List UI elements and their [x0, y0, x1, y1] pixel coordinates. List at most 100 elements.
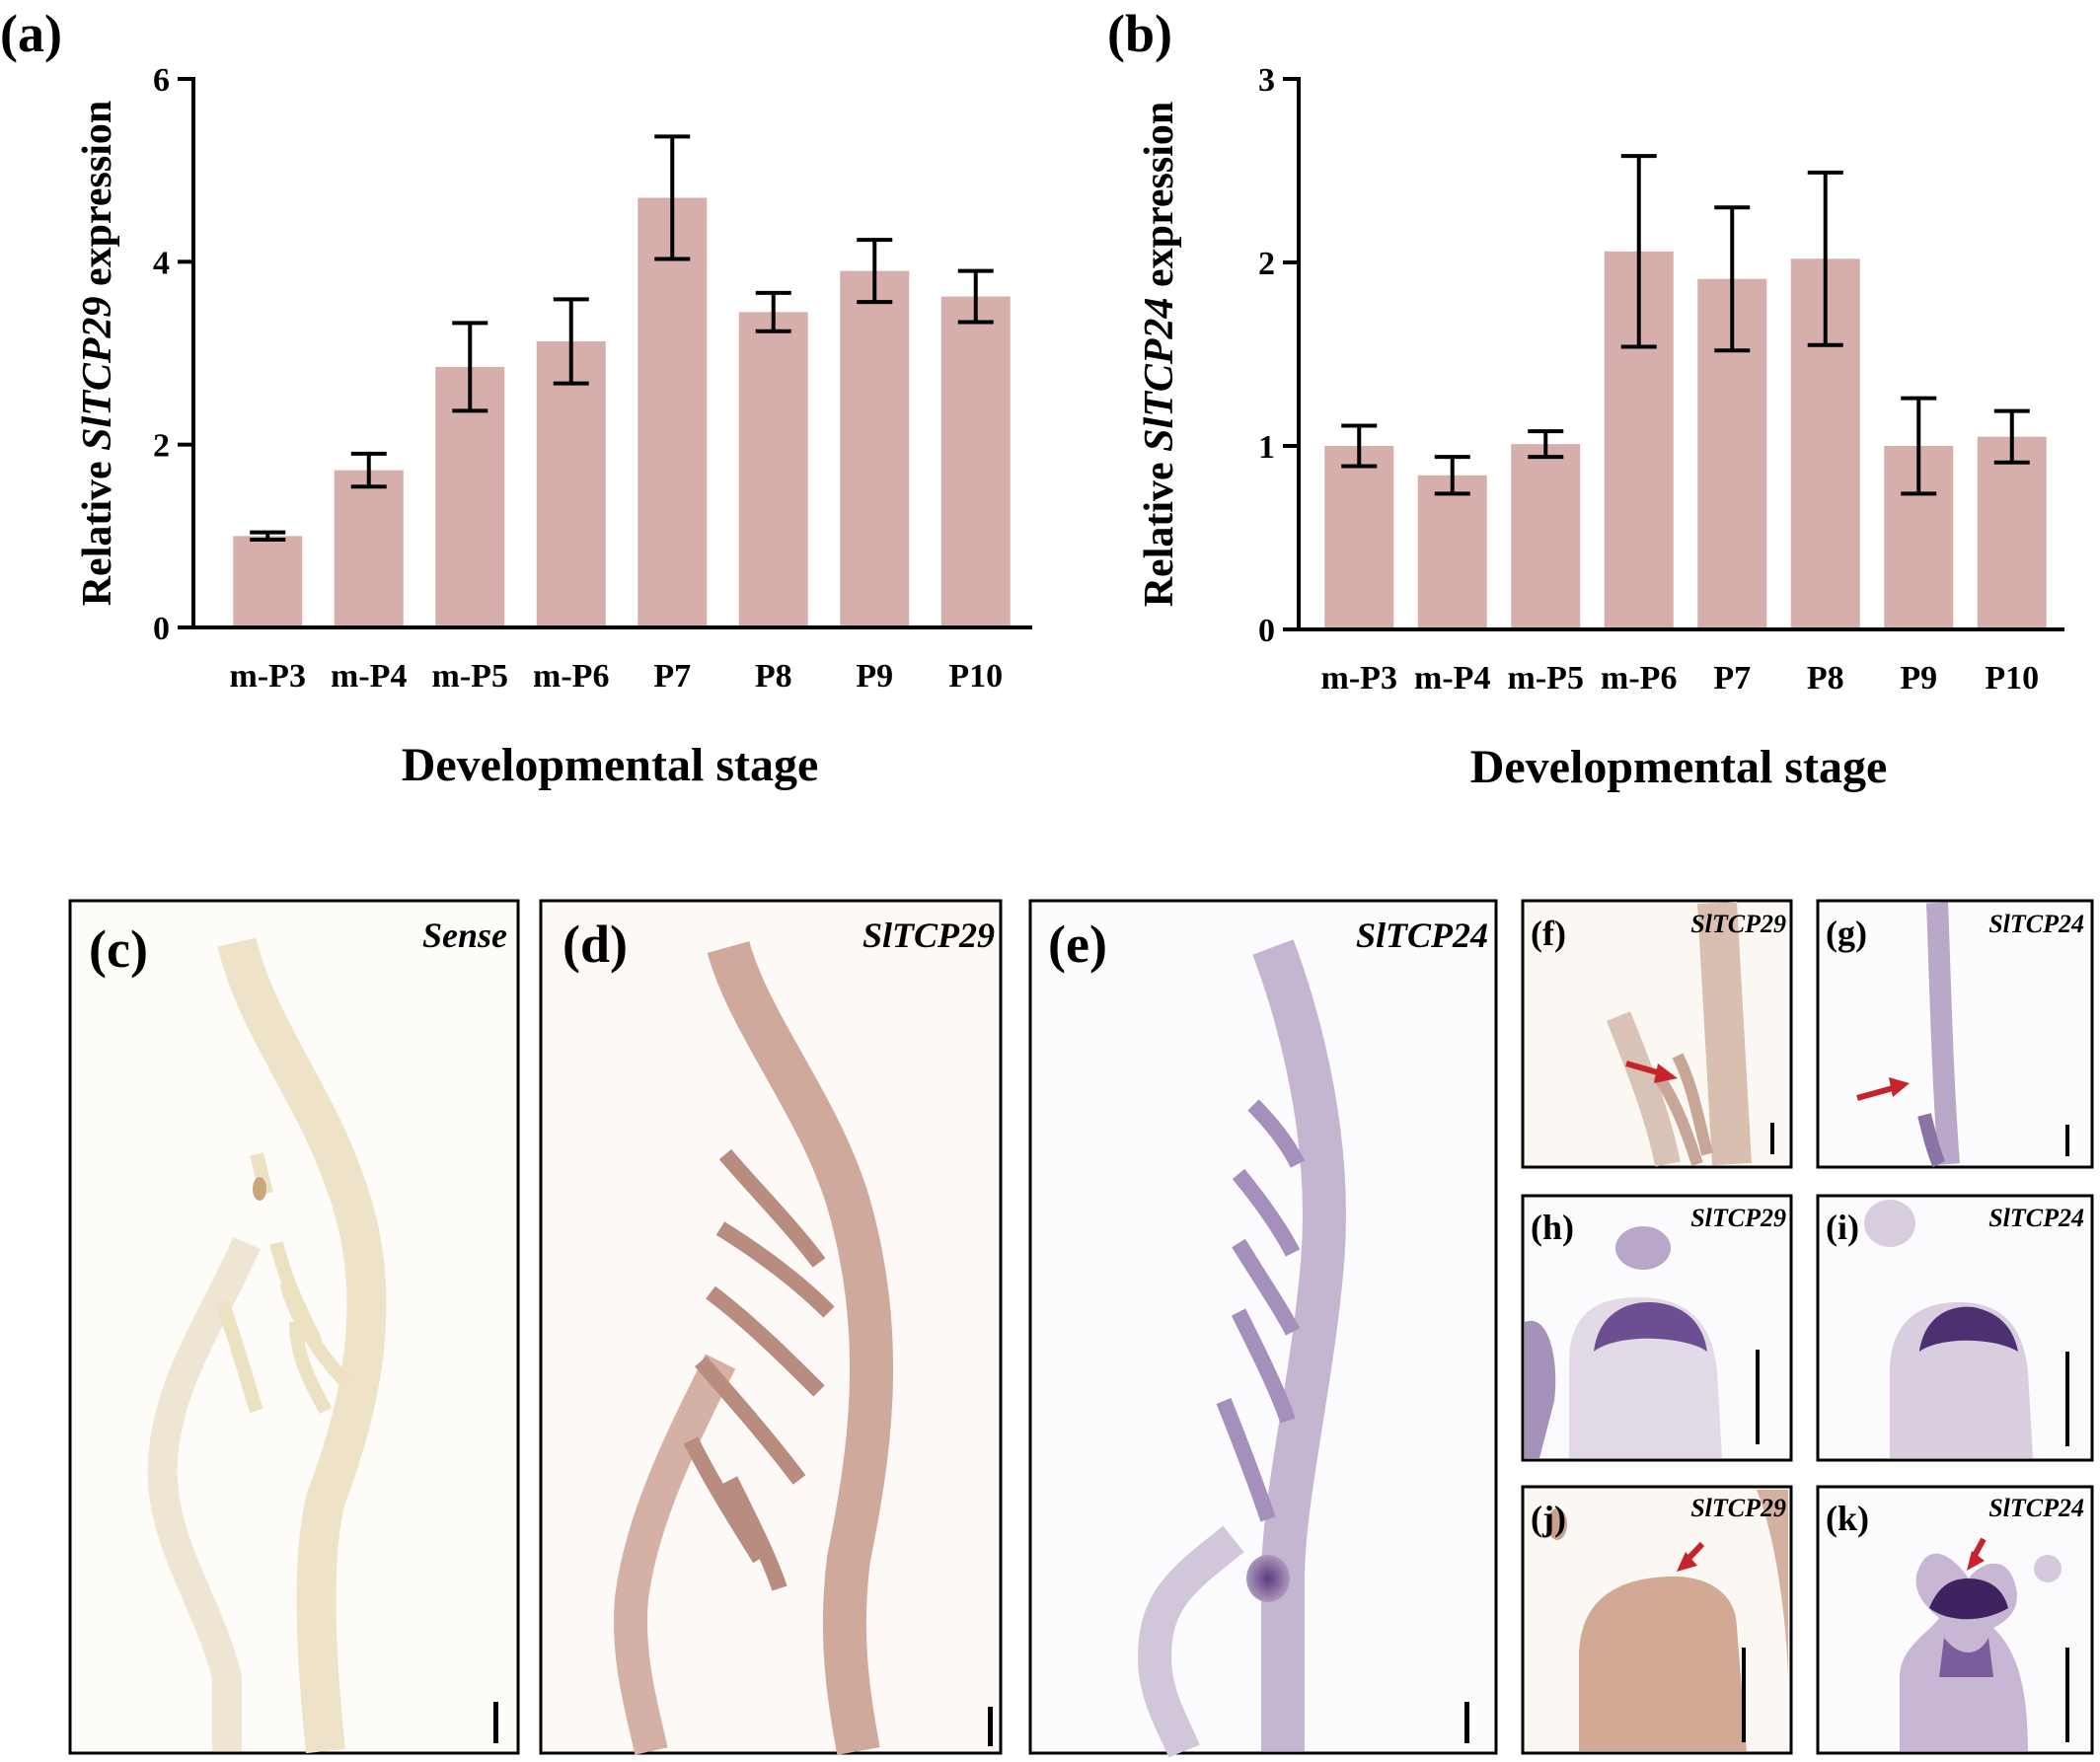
- bar-p9: [840, 270, 910, 627]
- micrograph-i-stain: [1919, 1306, 2018, 1352]
- micrograph-i: SlTCP24 (i): [1816, 1194, 2094, 1462]
- micrograph-e: SlTCP24 (e): [1028, 899, 1498, 1758]
- x-tick-label: P10: [1985, 660, 2039, 697]
- y-axis-title-gene: SlTCP29: [75, 296, 120, 450]
- panel-label-a: (a): [0, 4, 62, 63]
- red-arrow-k: [1967, 1537, 1987, 1571]
- micrograph-k-title: SlTCP24: [1988, 1494, 2084, 1522]
- micrograph-f-tissue: [1606, 901, 1752, 1167]
- x-tick-label: m-P5: [432, 658, 508, 695]
- panel-label-b: (b): [1107, 4, 1172, 63]
- x-tick-label: P9: [856, 658, 893, 695]
- micrograph-j-title: SlTCP29: [1690, 1494, 1786, 1522]
- error-bar-m-p4: [1434, 455, 1470, 496]
- panel-label-j: (j): [1531, 1499, 1566, 1538]
- x-tick-label: P7: [653, 658, 691, 695]
- micrograph-k: SlTCP24 (k): [1816, 1485, 2094, 1755]
- red-arrow-g: [1856, 1077, 1910, 1101]
- error-bar-p9: [857, 238, 893, 305]
- bar-m-p3: [1324, 446, 1394, 629]
- bar-m-p6: [536, 340, 606, 627]
- error-bar-p10: [1993, 408, 2030, 465]
- x-tick-label: m-P4: [1414, 660, 1490, 697]
- x-axis-title: Developmental stage: [402, 739, 819, 791]
- y-tick-label: 2: [153, 428, 170, 465]
- bar-p7: [638, 197, 708, 627]
- y-axis-title-prefix: Relative: [1137, 452, 1182, 607]
- micrograph-d: SlTCP29 (d): [539, 899, 1003, 1755]
- x-tick-label: P7: [1713, 660, 1751, 697]
- x-tick-label: m-P3: [1321, 660, 1397, 697]
- error-bar-p7: [1714, 205, 1751, 353]
- micrograph-d-title: SlTCP29: [862, 916, 995, 955]
- scale-bar-d: [988, 1707, 993, 1746]
- panel-label-f: (f): [1531, 914, 1566, 953]
- bar-p8: [738, 312, 808, 627]
- micrograph-f-title: SlTCP29: [1690, 910, 1786, 938]
- y-tick-label: 0: [1258, 613, 1275, 649]
- y-axis-title-suffix: expression: [1137, 102, 1182, 298]
- y-tick-label: 2: [1258, 246, 1275, 282]
- y-axis-title-gene: SlTCP24: [1137, 297, 1182, 451]
- micrograph-h-title: SlTCP29: [1690, 1204, 1786, 1232]
- micrograph-f: SlTCP29 (f): [1521, 899, 1793, 1169]
- micrograph-g-frame: [1816, 899, 2094, 1169]
- micrograph-j-meristem: [1579, 1576, 1747, 1751]
- x-tick-label: m-P6: [533, 658, 609, 695]
- panel-label-e: (e): [1048, 915, 1107, 974]
- micrograph-e-title: SlTCP24: [1356, 916, 1488, 955]
- panel-label-g: (g): [1826, 914, 1867, 953]
- y-tick-label: 1: [1258, 429, 1275, 466]
- panel-label-i: (i): [1826, 1208, 1859, 1247]
- x-tick-label: m-P6: [1601, 660, 1677, 697]
- micrograph-g-tissue: [1917, 902, 1960, 1168]
- bar-m-p3: [233, 536, 303, 627]
- x-axis-title: Developmental stage: [1470, 741, 1888, 793]
- red-arrow-f: [1625, 1061, 1678, 1083]
- x-tick-label: m-P4: [331, 658, 407, 695]
- micrograph-h-stain: [1594, 1302, 1707, 1352]
- y-axis-title: Relative SlTCP29 expression: [75, 101, 120, 607]
- micrograph-h: SlTCP29 (h): [1521, 1194, 1793, 1462]
- chart-a-plot: m-P3 m-P4 m-P5 m-P6 P7 P8 P9 P10 0 2 4 6 Relative Sl…: [75, 62, 1032, 791]
- red-arrow-j: [1677, 1541, 1705, 1572]
- x-tick-label: P10: [948, 658, 1003, 695]
- micrograph-d-tissue: [614, 940, 894, 1755]
- panel-label-k: (k): [1826, 1499, 1869, 1538]
- y-tick-label: 6: [153, 62, 170, 99]
- scale-bar-k: [2065, 1648, 2069, 1742]
- y-axis-title-suffix: expression: [75, 101, 120, 297]
- x-tick-label: P9: [1900, 660, 1937, 697]
- error-bar-m-p6: [1620, 154, 1657, 349]
- x-tick-label: P8: [755, 658, 792, 695]
- scale-bar-i: [2065, 1352, 2069, 1446]
- micrograph-c-tissue: [147, 937, 387, 1754]
- bar-m-p4: [334, 470, 404, 627]
- y-tick-label: 0: [153, 611, 170, 647]
- micrograph-h-primordium: [1615, 1226, 1671, 1270]
- bar-p10: [940, 296, 1011, 627]
- error-bar-p7: [654, 134, 691, 261]
- micrograph-k-base: [1939, 1638, 1993, 1677]
- micrograph-j-side: [1757, 1490, 1788, 1677]
- scale-bar-e: [1464, 1702, 1469, 1743]
- error-bar-m-p6: [553, 297, 589, 386]
- x-tick-label: m-P5: [1508, 660, 1584, 697]
- y-axis-title: Relative SlTCP24 expression: [1137, 102, 1182, 608]
- micrograph-e-tissue: [1137, 939, 1346, 1758]
- error-bar-m-p5: [1528, 429, 1564, 460]
- error-bar-p9: [1901, 396, 1937, 496]
- micrograph-c-title: Sense: [422, 916, 507, 955]
- micrograph-k-stain: [1929, 1578, 2008, 1620]
- error-bar-m-p4: [350, 451, 387, 489]
- bar-m-p4: [1417, 475, 1487, 629]
- micrograph-h-side: [1525, 1320, 1556, 1458]
- micrograph-g-title: SlTCP24: [1988, 910, 2084, 938]
- y-axis-title-prefix: Relative: [75, 451, 120, 606]
- error-bar-p10: [957, 268, 994, 325]
- micrograph-j-particle: [1547, 1508, 1567, 1540]
- micrograph-i-title: SlTCP24: [1988, 1204, 2084, 1232]
- scale-bar-h: [1756, 1350, 1760, 1444]
- micrograph-c-spot: [253, 1177, 266, 1201]
